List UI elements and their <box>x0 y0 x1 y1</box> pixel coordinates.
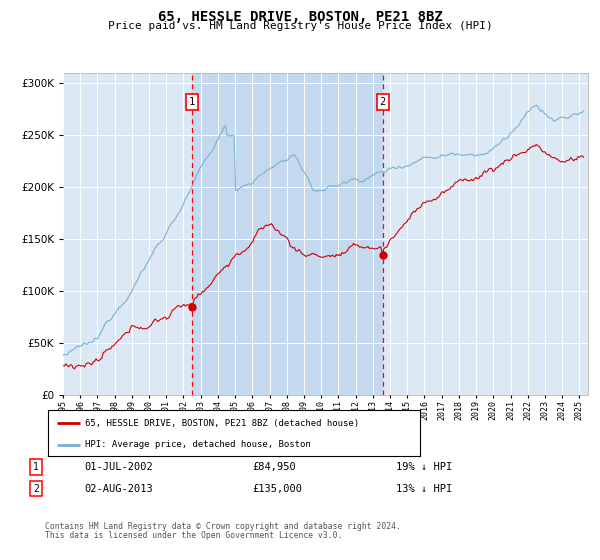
Text: 02-AUG-2013: 02-AUG-2013 <box>84 484 153 494</box>
Text: HPI: Average price, detached house, Boston: HPI: Average price, detached house, Bost… <box>85 440 311 450</box>
Text: 65, HESSLE DRIVE, BOSTON, PE21 8BZ (detached house): 65, HESSLE DRIVE, BOSTON, PE21 8BZ (deta… <box>85 419 359 428</box>
Text: 2: 2 <box>380 97 386 107</box>
Text: 13% ↓ HPI: 13% ↓ HPI <box>396 484 452 494</box>
Text: This data is licensed under the Open Government Licence v3.0.: This data is licensed under the Open Gov… <box>45 531 343 540</box>
Text: Contains HM Land Registry data © Crown copyright and database right 2024.: Contains HM Land Registry data © Crown c… <box>45 522 401 531</box>
Text: 19% ↓ HPI: 19% ↓ HPI <box>396 462 452 472</box>
Text: 01-JUL-2002: 01-JUL-2002 <box>84 462 153 472</box>
Bar <box>192 73 383 395</box>
Text: Price paid vs. HM Land Registry's House Price Index (HPI): Price paid vs. HM Land Registry's House … <box>107 21 493 31</box>
Text: 1: 1 <box>33 462 39 472</box>
Text: 2: 2 <box>33 484 39 494</box>
Text: £135,000: £135,000 <box>252 484 302 494</box>
Text: £84,950: £84,950 <box>252 462 296 472</box>
Text: 1: 1 <box>189 97 195 107</box>
Text: 65, HESSLE DRIVE, BOSTON, PE21 8BZ: 65, HESSLE DRIVE, BOSTON, PE21 8BZ <box>158 10 442 24</box>
